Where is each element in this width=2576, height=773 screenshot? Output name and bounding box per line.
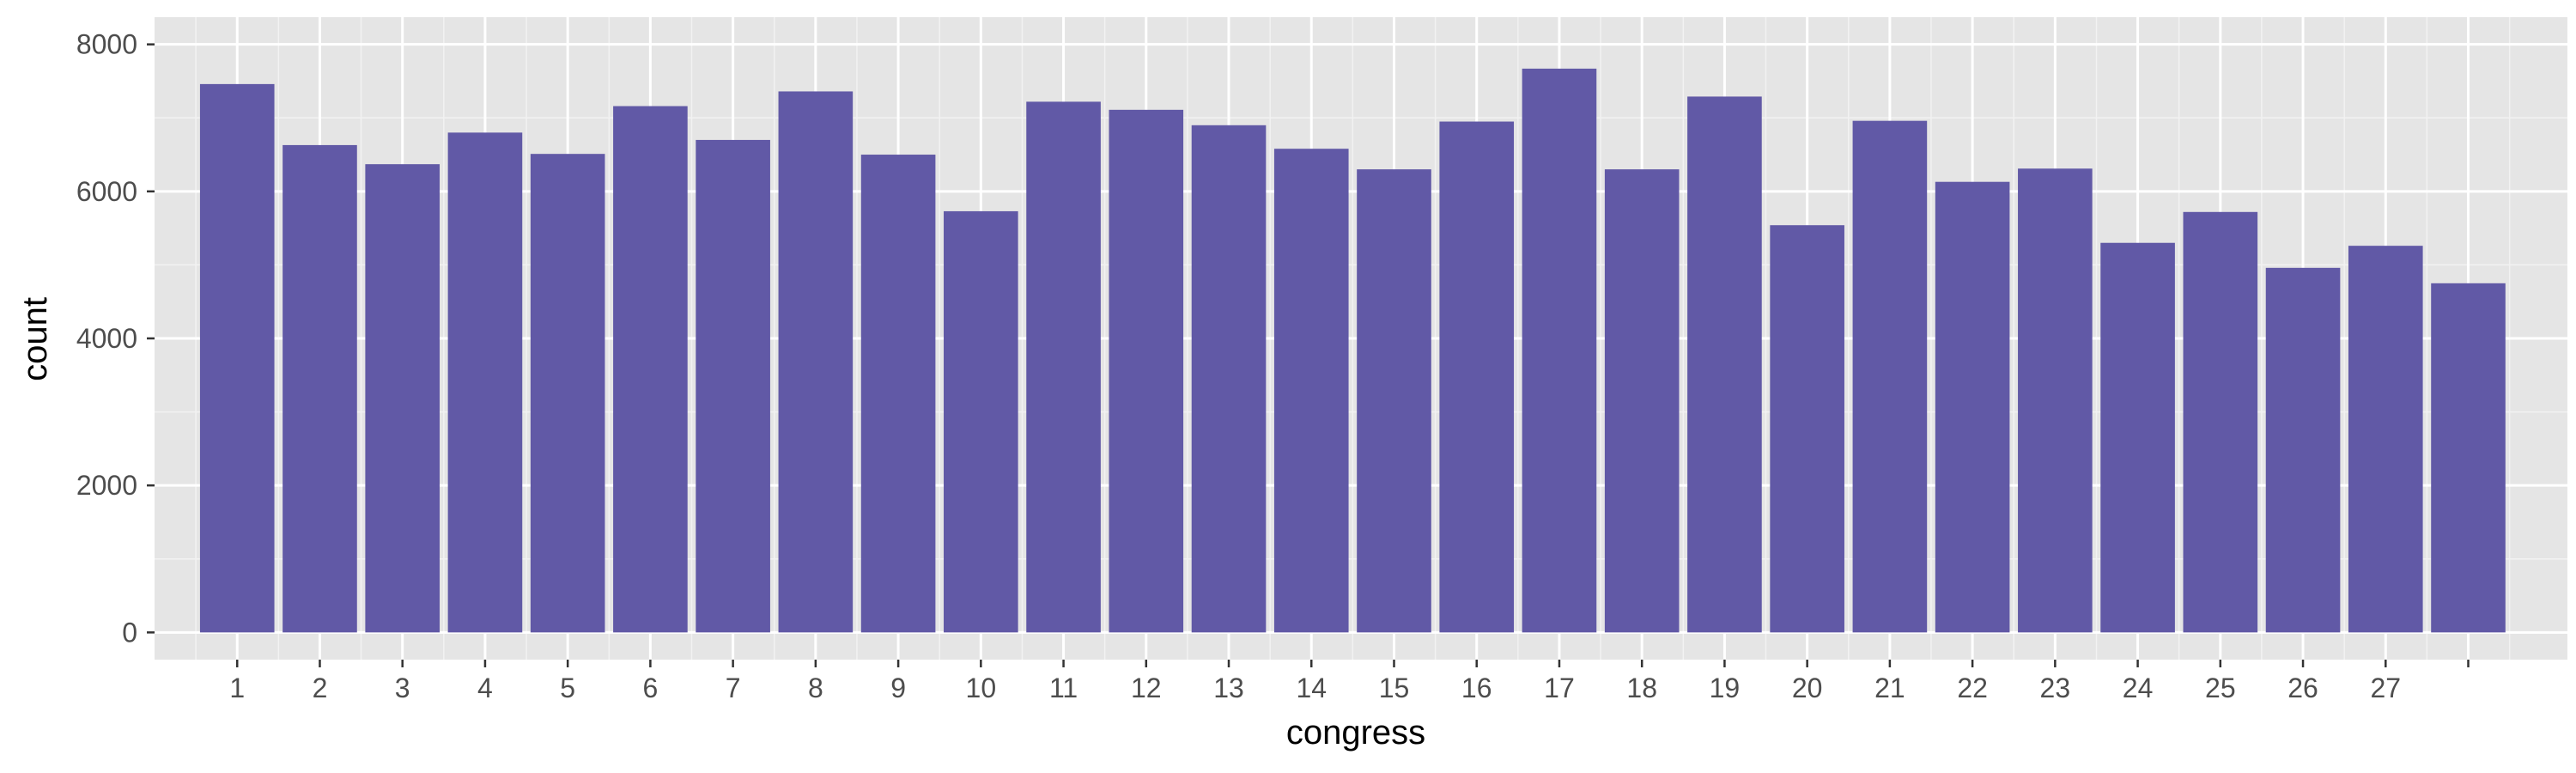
bar-12 [1109,109,1184,633]
x-tick-label: 14 [1296,673,1327,703]
bar-1 [199,83,275,633]
x-tick-label: 13 [1213,673,1244,703]
x-tick-label: 11 [1049,673,1078,703]
bar-13 [1191,125,1267,633]
bar-26 [2265,267,2341,633]
bar-8 [778,91,854,633]
x-tick-label: 2 [313,673,328,703]
bar-23 [2018,168,2093,633]
bar-16 [1439,121,1515,633]
x-tick-label: 16 [1461,673,1492,703]
y-tick-label: 8000 [76,29,137,60]
bar-3 [365,164,440,633]
y-tick-label: 6000 [76,176,137,207]
bar-10 [944,210,1018,633]
y-tick-label: 4000 [76,323,137,354]
bar-21 [1852,120,1928,633]
x-tick-label: 7 [726,673,741,703]
bars [199,68,2506,633]
bar-6 [613,106,688,633]
y-tick-label: 0 [122,617,137,648]
x-tick-label: 4 [477,673,493,703]
x-tick-label: 19 [1710,673,1741,703]
x-axis-title: congress [1286,714,1425,752]
bar-2 [283,144,357,633]
x-tick-label: 22 [1957,673,1988,703]
y-axis: 0 2000 4000 6000 8000 [76,29,155,648]
bar-19 [1687,96,1762,633]
bar-24 [2100,242,2175,633]
x-tick-label: 3 [395,673,410,703]
x-tick-label: 27 [2370,673,2401,703]
bar-9 [860,155,936,633]
x-tick-label: 25 [2205,673,2236,703]
bar-18 [1604,169,1680,633]
bar-5 [530,154,605,633]
x-tick-label: 5 [560,673,575,703]
x-tick-label: 10 [966,673,997,703]
bar-28 [2431,283,2506,633]
x-tick-label: 15 [1379,673,1410,703]
x-tick-label: 17 [1544,673,1575,703]
x-tick-label: 1 [229,673,245,703]
x-tick-label: 6 [642,673,658,703]
bar-15 [1357,169,1431,633]
y-tick-label: 2000 [76,470,137,501]
bar-20 [1770,225,1844,633]
x-tick-label: 26 [2287,673,2318,703]
x-tick-label: 24 [2123,673,2154,703]
x-tick-label: 12 [1131,673,1162,703]
x-axis: 1 2 3 4 5 6 7 8 9 10 11 12 13 14 15 16 17 18 19 20 21 22 23 24 2… [229,660,2470,703]
bar-27 [2348,246,2423,633]
bar-17 [1522,68,1597,633]
x-tick-label: 20 [1792,673,1823,703]
x-tick-label: 18 [1626,673,1657,703]
bar-14 [1273,149,1349,633]
bar-4 [447,132,523,633]
bar-22 [1935,181,2010,633]
bar-7 [696,139,770,633]
x-tick-label: 21 [1874,673,1905,703]
y-axis-title: count [16,297,54,381]
x-tick-label: 23 [2040,673,2071,703]
x-tick-label: 8 [808,673,823,703]
bar-25 [2183,211,2258,633]
x-tick-label: 9 [890,673,906,703]
bar-11 [1026,101,1101,633]
